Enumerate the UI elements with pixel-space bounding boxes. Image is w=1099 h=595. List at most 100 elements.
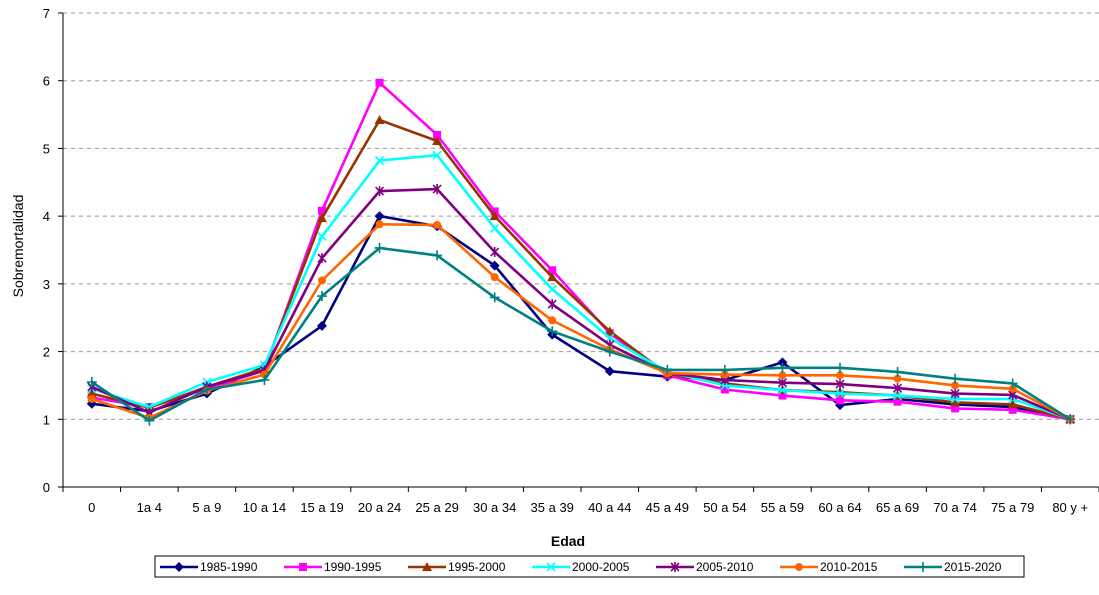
data-point xyxy=(317,253,327,264)
data-point xyxy=(490,223,500,233)
legend-item: 1985-1990 xyxy=(160,560,258,574)
data-point xyxy=(892,383,903,394)
data-point xyxy=(548,266,557,275)
series-line xyxy=(91,214,1071,421)
data-point xyxy=(375,220,384,229)
data-point xyxy=(433,220,442,229)
x-tick-label: 30 a 34 xyxy=(473,500,516,515)
legend-item: 2005-2010 xyxy=(656,560,754,574)
data-point xyxy=(1008,384,1017,393)
data-point xyxy=(778,371,787,380)
data-point xyxy=(374,114,385,124)
data-point xyxy=(951,381,960,390)
data-point xyxy=(778,391,787,400)
legend-marker xyxy=(670,562,680,572)
y-tick-label: 4 xyxy=(43,209,50,224)
series-1990-1995 xyxy=(87,78,1075,424)
legend-label: 2010-2015 xyxy=(820,560,878,574)
data-point xyxy=(1065,414,1076,425)
x-tick-label: 15 a 19 xyxy=(300,500,343,515)
x-tick-label: 50 a 54 xyxy=(703,500,746,515)
data-point xyxy=(662,364,673,375)
legend-item: 1995-2000 xyxy=(408,560,506,574)
legend-label: 1995-2000 xyxy=(448,560,506,574)
x-tick-label: 0 xyxy=(88,500,95,515)
legend-marker xyxy=(422,562,432,571)
data-point xyxy=(318,206,326,215)
data-point xyxy=(86,377,97,388)
x-tick-label: 55 a 59 xyxy=(761,500,804,515)
y-tick-label: 5 xyxy=(43,141,50,156)
legend-label: 2000-2005 xyxy=(572,560,630,574)
y-tick-label: 7 xyxy=(43,6,50,21)
x-tick-label: 25 a 29 xyxy=(415,500,458,515)
data-point xyxy=(432,150,442,160)
data-point xyxy=(836,396,844,405)
data-point xyxy=(144,415,155,426)
x-tick-label: 5 a 9 xyxy=(192,500,221,515)
y-tick-label: 2 xyxy=(43,345,50,360)
data-point xyxy=(605,333,615,343)
data-point xyxy=(432,250,443,261)
data-point xyxy=(318,276,326,285)
data-point xyxy=(374,211,385,222)
y-tick-label: 6 xyxy=(43,74,50,89)
series-1985-1990 xyxy=(86,211,1076,425)
data-point xyxy=(489,260,500,271)
y-tick-label: 3 xyxy=(43,277,50,292)
series xyxy=(86,78,1076,426)
data-point xyxy=(547,272,558,282)
x-tick-label: 1a 4 xyxy=(137,500,162,515)
data-point xyxy=(604,366,615,377)
legend-label: 2015-2020 xyxy=(944,560,1002,574)
data-point xyxy=(432,184,442,195)
legend-marker xyxy=(918,562,928,572)
data-point xyxy=(490,273,499,282)
data-point xyxy=(317,320,327,331)
data-point xyxy=(317,231,327,242)
x-tick-label: 35 a 39 xyxy=(531,500,574,515)
data-point xyxy=(433,130,442,139)
data-point xyxy=(719,364,730,375)
data-point xyxy=(374,186,385,197)
legend-label: 1985-1990 xyxy=(200,560,258,574)
series-line xyxy=(91,153,1071,421)
x-tick-label: 45 a 49 xyxy=(646,500,689,515)
data-point xyxy=(1007,399,1018,409)
legend-marker xyxy=(546,562,556,572)
data-point xyxy=(547,299,557,310)
series-line xyxy=(91,187,1071,421)
data-point xyxy=(201,384,212,395)
data-point xyxy=(86,388,97,398)
data-point xyxy=(835,362,845,373)
data-point xyxy=(892,366,903,377)
data-point xyxy=(1007,378,1018,389)
x-axis-title: Edad xyxy=(551,533,585,549)
data-point xyxy=(548,316,557,325)
data-point xyxy=(777,385,788,395)
data-point xyxy=(490,247,500,258)
data-point xyxy=(432,135,443,145)
legend-item: 2015-2020 xyxy=(904,560,1002,574)
series-1995-2000 xyxy=(86,114,1076,424)
data-point xyxy=(835,379,845,390)
data-point xyxy=(893,397,902,406)
x-tick-label: 70 a 74 xyxy=(933,500,976,515)
x-tick-label: 75 a 79 xyxy=(991,500,1034,515)
data-point xyxy=(777,377,788,388)
legend-box xyxy=(154,555,1025,578)
data-point xyxy=(374,242,385,253)
data-point xyxy=(374,156,385,166)
data-point xyxy=(604,346,615,357)
data-point xyxy=(87,394,96,403)
data-point xyxy=(317,213,327,223)
x-tick-label: 10 a 14 xyxy=(243,500,286,515)
data-point xyxy=(547,326,558,337)
grid xyxy=(63,12,1099,420)
y-axis-title: Sobremortalidad xyxy=(10,195,26,298)
legend-marker xyxy=(174,562,184,572)
x-tick-label: 65 a 69 xyxy=(876,500,919,515)
data-point xyxy=(950,388,960,399)
y-tick-label: 0 xyxy=(43,480,50,495)
